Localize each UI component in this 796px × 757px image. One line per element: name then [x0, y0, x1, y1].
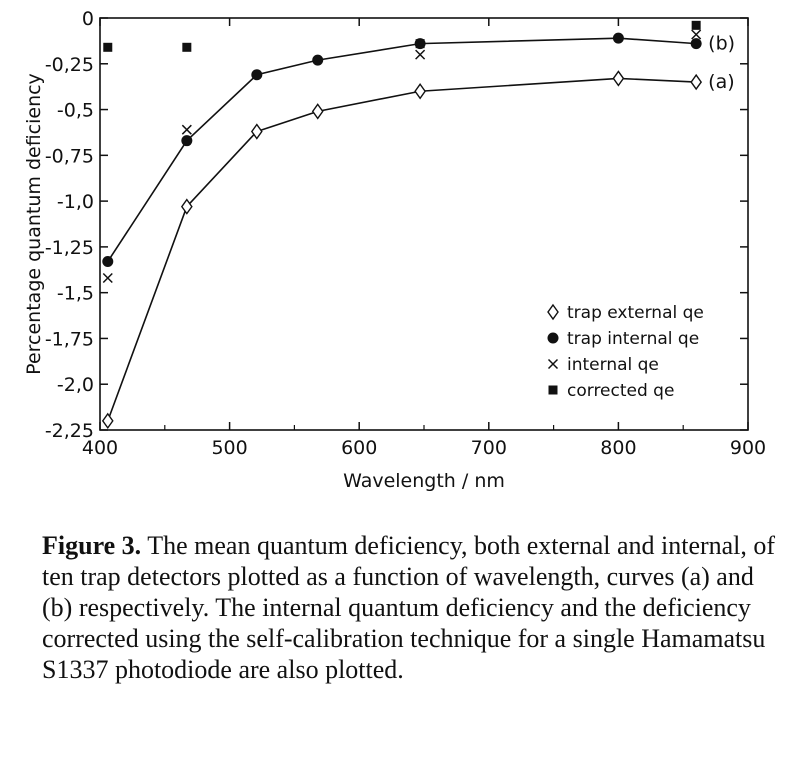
y-tick-label: -1,0 — [57, 191, 94, 213]
data-point — [182, 42, 192, 52]
data-point — [102, 272, 113, 284]
data-point — [691, 29, 702, 40]
x-tick-label: 500 — [211, 437, 247, 459]
series-line — [107, 37, 697, 262]
caption-label: Figure 3. — [42, 531, 142, 560]
y-tick-label: -2,25 — [45, 420, 94, 442]
data-point — [415, 39, 425, 49]
legend-marker — [547, 332, 559, 344]
series-internal-qe — [102, 29, 702, 284]
x-axis: 400 500 600 700 800 900 — [82, 18, 766, 459]
curve-label: (a) — [708, 71, 734, 93]
legend-label: trap internal qe — [567, 329, 699, 349]
legend-label: corrected qe — [567, 381, 674, 401]
y-tick-label: -0,5 — [57, 100, 94, 122]
data-point — [690, 73, 703, 91]
curve-label: (b) — [708, 33, 735, 55]
data-point — [102, 256, 114, 268]
data-point — [414, 83, 426, 100]
x-tick-label: 700 — [471, 437, 507, 459]
data-point — [690, 38, 702, 50]
series-layer: (a) (b) — [101, 20, 735, 430]
x-axis-title: Wavelength / nm — [343, 470, 505, 492]
series-trap-external-qe: (a) — [101, 70, 735, 430]
x-tick-label: 800 — [600, 437, 636, 459]
data-point — [312, 54, 324, 66]
x-tick-label: 600 — [341, 437, 377, 459]
x-tick-label: 400 — [82, 437, 118, 459]
figure-caption: Figure 3. The mean quantum deficiency, b… — [42, 530, 782, 685]
data-point — [612, 70, 625, 87]
legend-marker — [548, 385, 558, 395]
y-tick-label: -1,75 — [45, 328, 94, 350]
legend: trap external qe trap internal qe internal… — [547, 303, 704, 401]
data-point — [180, 198, 193, 215]
legend-label: internal qe — [567, 355, 659, 375]
series-trap-internal-qe: (b) — [102, 32, 735, 268]
data-point — [103, 42, 113, 52]
data-point — [181, 124, 192, 135]
data-point — [415, 49, 426, 60]
y-axis-title: Percentage quantum deficiency — [23, 73, 45, 375]
caption-text: The mean quantum deficiency, both extern… — [42, 531, 776, 684]
y-tick-label: 0 — [82, 8, 94, 30]
data-point — [181, 135, 193, 147]
data-point — [612, 32, 624, 44]
y-tick-label: -0,75 — [45, 145, 94, 167]
data-point — [250, 123, 263, 140]
quantum-deficiency-chart: 400 500 600 700 800 900 0 -0,25 -0,5 -0,75 -1,0 -1… — [23, 8, 766, 492]
y-tick-label: -2,0 — [57, 374, 94, 396]
data-point — [251, 69, 263, 81]
legend-label: trap external qe — [567, 303, 704, 323]
y-tick-label: -1,25 — [45, 237, 94, 259]
x-tick-label: 900 — [730, 437, 766, 459]
legend-marker — [547, 358, 559, 370]
data-point — [101, 412, 114, 430]
y-axis: 0 -0,25 -0,5 -0,75 -1,0 -1,25 -1,5 -1,75 -2,0 -2,… — [45, 8, 748, 442]
y-tick-label: -1,5 — [57, 283, 94, 305]
legend-marker — [547, 303, 559, 321]
data-point — [311, 103, 324, 120]
data-point — [691, 20, 701, 30]
series-corrected-qe — [103, 20, 701, 52]
y-tick-label: -0,25 — [45, 54, 94, 76]
